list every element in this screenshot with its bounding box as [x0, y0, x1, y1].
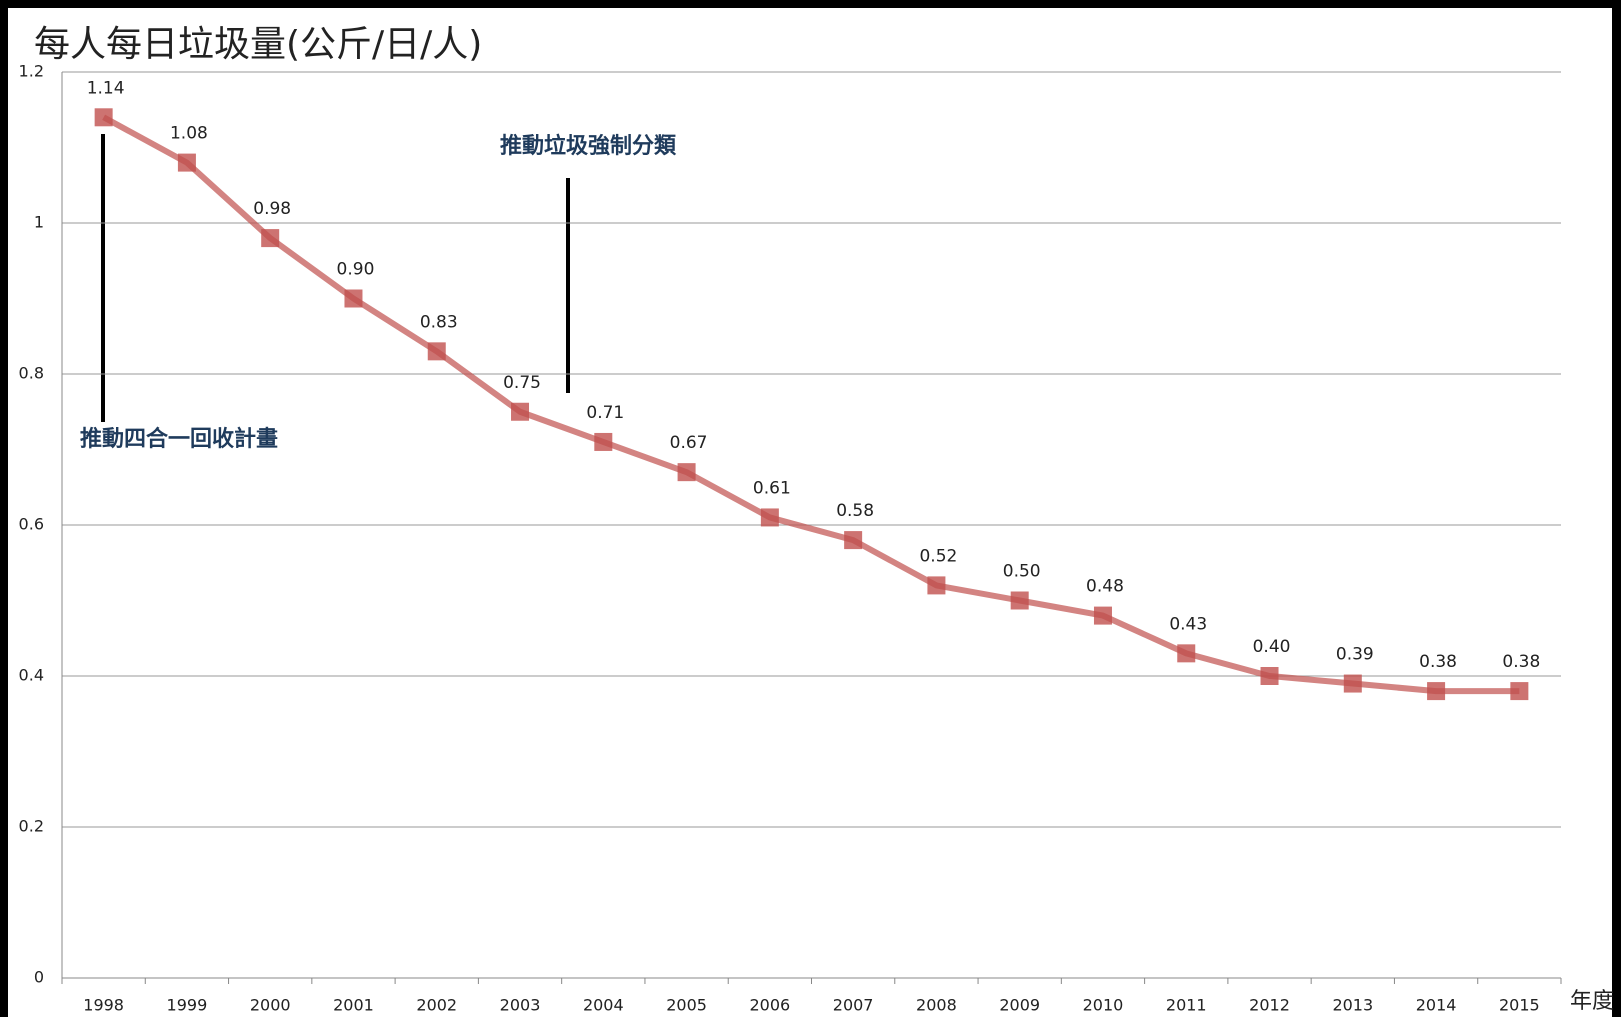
data-label: 0.90 [337, 260, 375, 280]
data-label: 0.67 [670, 433, 708, 453]
x-tick-label: 2010 [1083, 996, 1124, 1015]
x-tick-label: 2011 [1166, 996, 1207, 1015]
marker [1510, 682, 1529, 701]
y-tick-label: 0.4 [19, 666, 44, 685]
data-label: 1.14 [87, 78, 125, 98]
data-label: 0.58 [836, 501, 874, 521]
data-label: 0.50 [1003, 562, 1041, 582]
data-label: 0.75 [503, 373, 541, 393]
data-label: 0.52 [919, 546, 957, 566]
marker [844, 531, 863, 550]
y-tick-label: 0.2 [19, 817, 44, 836]
annotation: 推動垃圾強制分類 [500, 133, 677, 159]
marker [594, 432, 613, 451]
data-label: 0.40 [1253, 637, 1291, 657]
marker [760, 508, 779, 527]
x-tick-label: 2003 [500, 996, 541, 1015]
x-tick-label: 2000 [250, 996, 291, 1015]
marker [1010, 591, 1029, 610]
x-tick-label: 1998 [83, 996, 124, 1015]
marker [511, 402, 530, 421]
x-tick-label: 2014 [1416, 996, 1457, 1015]
data-label: 0.38 [1502, 652, 1540, 672]
marker [261, 229, 280, 248]
x-tick-label: 2015 [1499, 996, 1540, 1015]
data-label: 0.98 [253, 199, 291, 219]
marker [1177, 644, 1196, 663]
marker [177, 153, 196, 172]
x-tick-label: 2002 [416, 996, 457, 1015]
data-label: 0.48 [1086, 577, 1124, 597]
data-label: 0.61 [753, 478, 791, 498]
x-tick-label: 2012 [1249, 996, 1290, 1015]
data-label: 1.08 [170, 124, 208, 144]
x-tick-label: 2004 [583, 996, 624, 1015]
data-label: 0.43 [1169, 614, 1207, 634]
y-tick-label: 1.2 [19, 62, 44, 81]
data-label: 0.71 [586, 403, 624, 423]
marker [1093, 606, 1112, 625]
y-tick-label: 0.6 [19, 515, 44, 534]
x-tick-label: 1999 [167, 996, 208, 1015]
x-tick-label: 2006 [750, 996, 791, 1015]
x-tick-label: 2008 [916, 996, 957, 1015]
marker [344, 289, 363, 308]
marker [677, 463, 696, 482]
marker [427, 342, 446, 361]
data-label: 0.38 [1419, 652, 1457, 672]
x-tick-label: 2005 [666, 996, 707, 1015]
x-tick-label: 2001 [333, 996, 374, 1015]
line [102, 114, 1520, 695]
y-tick-label: 1 [34, 213, 44, 232]
marker [1260, 667, 1279, 685]
chart-title: 每人每日垃圾量(公斤/日/人) [34, 24, 482, 65]
x-tick-label: 2009 [999, 996, 1040, 1015]
background [8, 8, 1612, 1017]
y-tick-label: 0 [34, 968, 44, 987]
data-label: 0.39 [1336, 645, 1374, 665]
marker [94, 108, 113, 127]
y-tick-label: 0.8 [19, 364, 44, 383]
x-tick-label: 2007 [833, 996, 874, 1015]
marker [1343, 674, 1362, 693]
marker [1427, 682, 1446, 701]
data-label: 0.83 [420, 312, 458, 332]
x-tick-label: 2013 [1332, 996, 1373, 1015]
marker [927, 576, 946, 595]
annotation: 推動四合一回收計畫 [80, 426, 278, 452]
x-axis-label: 年度 [1570, 989, 1614, 1014]
